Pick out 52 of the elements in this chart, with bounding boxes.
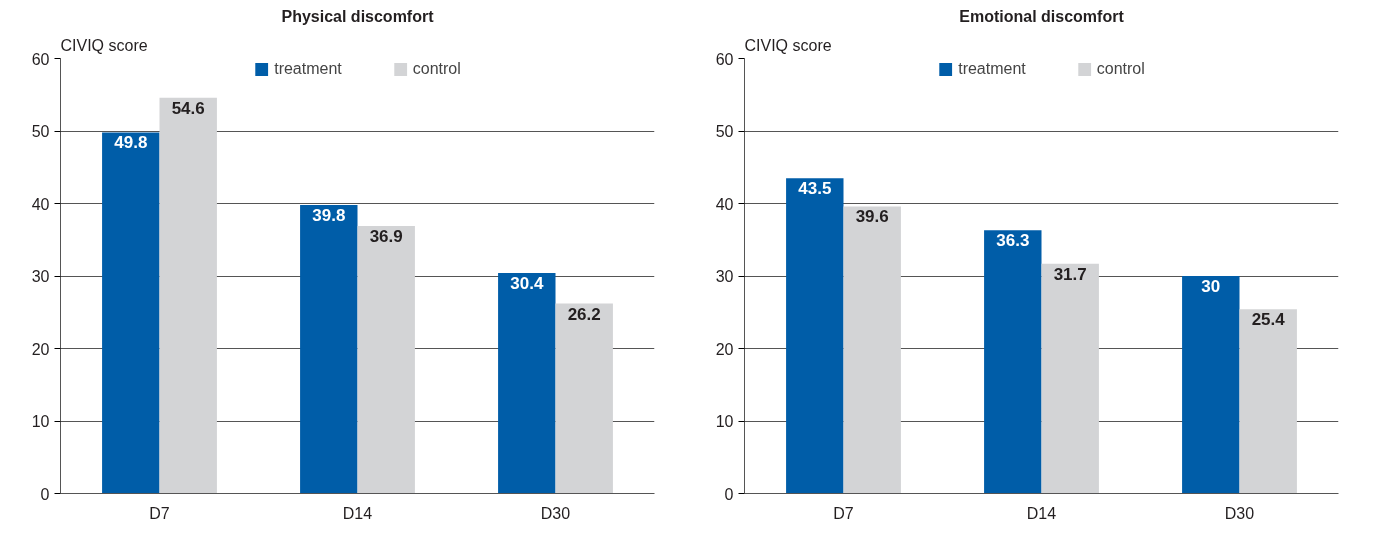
bar bbox=[555, 303, 613, 494]
y-tick-label: 50 bbox=[715, 123, 734, 140]
chart-title: Physical discomfort bbox=[281, 7, 435, 25]
bar bbox=[1182, 276, 1240, 494]
x-tick-label: D30 bbox=[1224, 504, 1255, 522]
bar bbox=[843, 206, 901, 494]
x-tick-label: D7 bbox=[833, 504, 854, 522]
y-tick-label: 40 bbox=[715, 195, 734, 213]
y-tick-label: 20 bbox=[31, 340, 50, 358]
bar bbox=[102, 132, 160, 494]
y-tick-label: 60 bbox=[31, 50, 50, 68]
data-label: 31.7 bbox=[1053, 264, 1087, 284]
legend-label: control bbox=[412, 60, 461, 78]
data-label: 54.6 bbox=[171, 98, 205, 118]
y-tick-label: 40 bbox=[31, 195, 50, 213]
data-label: 39.6 bbox=[855, 207, 889, 227]
x-tick-label: D30 bbox=[540, 504, 571, 522]
y-tick-label: 20 bbox=[715, 340, 734, 358]
data-label: 30.4 bbox=[510, 274, 544, 294]
legend-label: treatment bbox=[958, 60, 1026, 78]
bar bbox=[357, 225, 415, 494]
x-tick-label: D14 bbox=[342, 504, 373, 522]
bar bbox=[1041, 263, 1099, 494]
x-tick-label: D7 bbox=[149, 504, 170, 522]
y-axis-title: CIVIQ score bbox=[744, 36, 832, 54]
data-label: 36.3 bbox=[996, 231, 1030, 251]
data-label: 39.8 bbox=[312, 205, 346, 225]
bar bbox=[300, 204, 358, 494]
data-label: 30 bbox=[1201, 277, 1221, 296]
bar bbox=[984, 230, 1042, 494]
legend-label: treatment bbox=[274, 60, 342, 78]
y-axis-title: CIVIQ score bbox=[60, 36, 148, 54]
data-label: 43.5 bbox=[798, 179, 832, 199]
chart-title: Emotional discomfort bbox=[959, 7, 1125, 25]
x-tick-label: D14 bbox=[1026, 504, 1057, 522]
y-tick-label: 60 bbox=[715, 50, 734, 68]
y-tick-label: 30 bbox=[715, 268, 734, 285]
bar bbox=[786, 178, 844, 494]
data-label: 25.4 bbox=[1251, 310, 1286, 330]
y-tick-label: 10 bbox=[31, 413, 50, 430]
y-tick-label: 0 bbox=[40, 485, 50, 503]
bar bbox=[498, 273, 556, 494]
y-tick-label: 30 bbox=[31, 268, 50, 285]
y-tick-label: 50 bbox=[31, 123, 50, 140]
data-label: 36.9 bbox=[369, 226, 403, 246]
data-label: 26.2 bbox=[567, 304, 601, 324]
y-tick-label: 10 bbox=[715, 413, 734, 430]
data-label: 49.8 bbox=[114, 133, 148, 153]
bar bbox=[1239, 309, 1297, 494]
legend-label: control bbox=[1096, 60, 1145, 78]
y-tick-label: 0 bbox=[724, 485, 734, 503]
bar bbox=[159, 97, 217, 494]
